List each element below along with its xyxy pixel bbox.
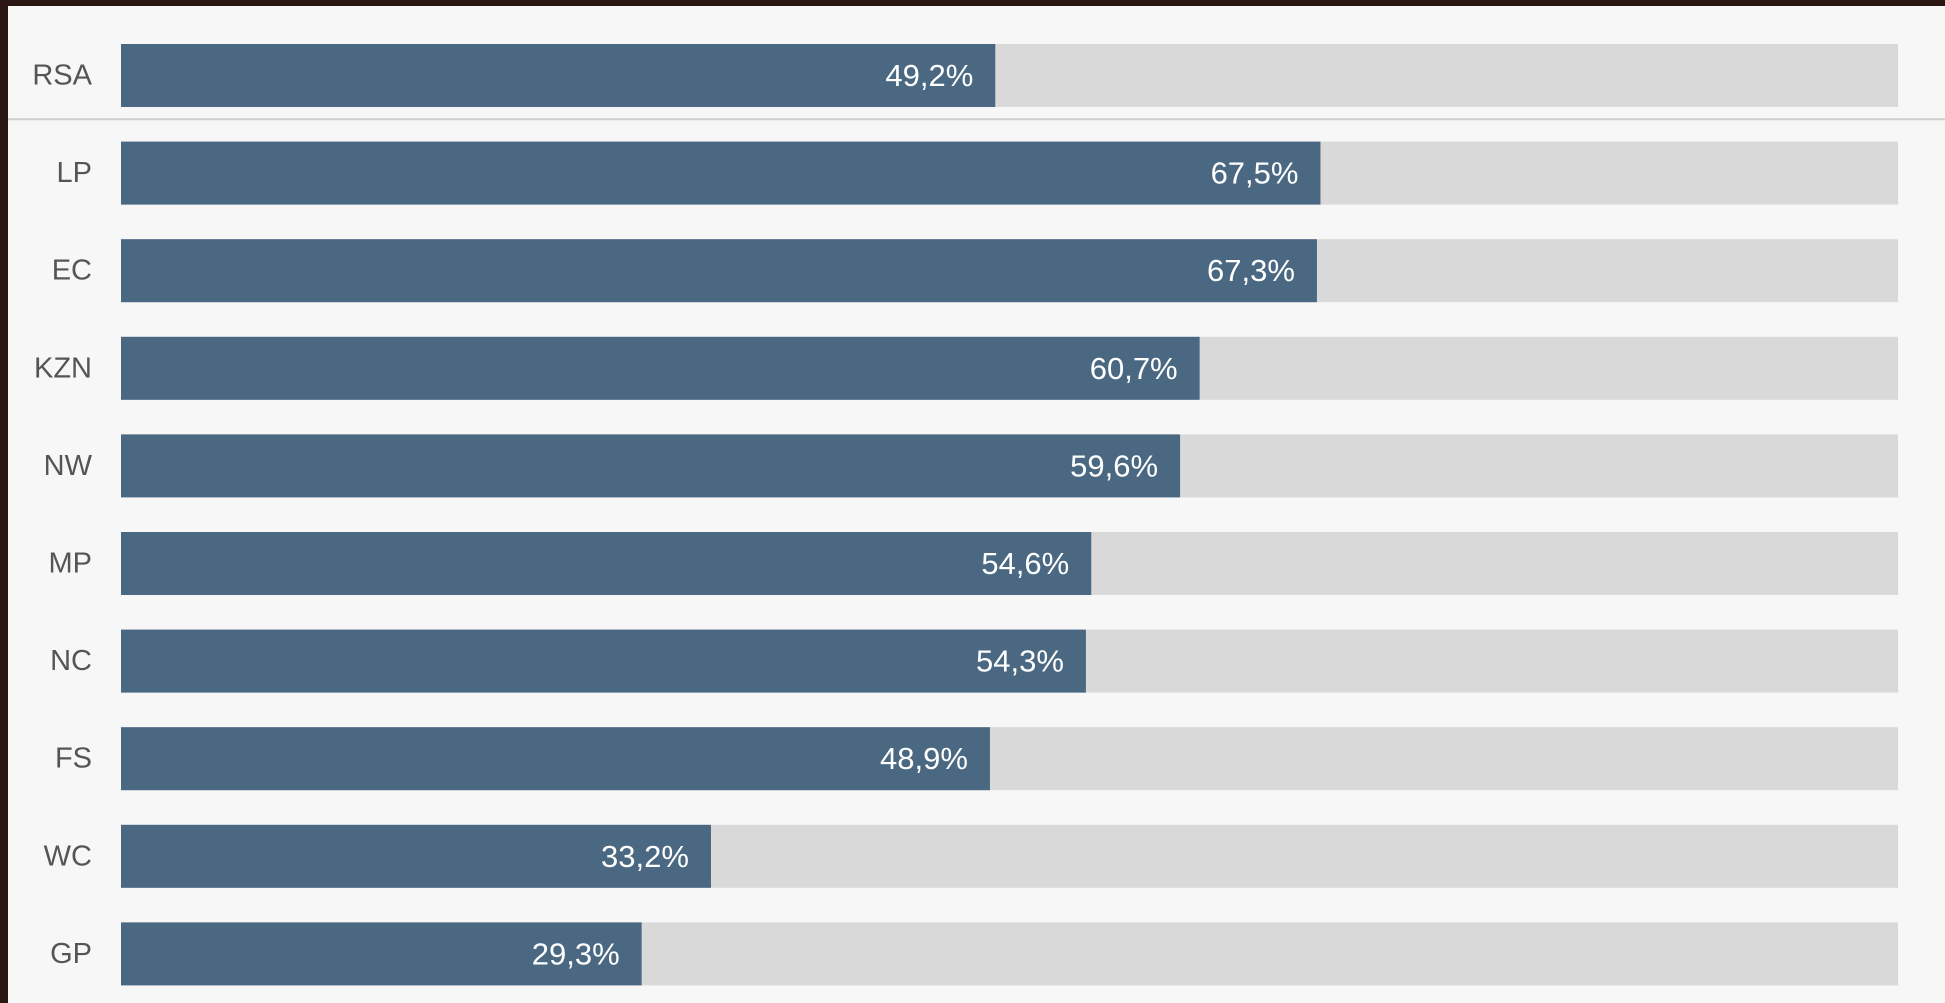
chart-frame: RSA 49,2% LP 67,5% EC 67,3% KZN 60,7% NW 59,6% MP 5…	[8, 6, 1945, 1003]
category-label-lp: LP	[57, 157, 92, 189]
value-label-nw: 59,6%	[1070, 448, 1158, 483]
bar-row-gp: GP 29,3%	[50, 922, 1898, 986]
category-label-fs: FS	[55, 743, 92, 775]
category-label-ec: EC	[52, 255, 92, 287]
category-label-mp: MP	[49, 548, 93, 580]
value-label-ec: 67,3%	[1207, 253, 1295, 288]
bar-mp	[121, 532, 1092, 595]
bar-gp	[121, 922, 642, 986]
bar-row-mp: MP 54,6%	[49, 532, 1898, 595]
value-label-kzn: 60,7%	[1090, 351, 1178, 386]
value-label-lp: 67,5%	[1211, 156, 1299, 191]
category-label-kzn: KZN	[34, 352, 92, 384]
value-label-rsa: 49,2%	[885, 58, 973, 93]
bar-lp	[121, 141, 1321, 205]
category-label-gp: GP	[50, 938, 92, 970]
category-label-nw: NW	[44, 450, 93, 482]
bar-row-rsa: RSA 49,2%	[32, 44, 1898, 107]
category-label-wc: WC	[44, 840, 92, 872]
bar-row-kzn: KZN 60,7%	[34, 336, 1898, 400]
bar-nw	[121, 434, 1181, 498]
value-label-mp: 54,6%	[981, 546, 1069, 581]
bar-chart: RSA 49,2% LP 67,5% EC 67,3% KZN 60,7% NW 59,6% MP 5…	[8, 44, 1945, 986]
bar-row-wc: WC 33,2%	[44, 824, 1898, 888]
bar-nc	[121, 629, 1086, 693]
value-label-wc: 33,2%	[601, 839, 689, 874]
value-label-fs: 48,9%	[880, 741, 968, 776]
bar-rsa	[121, 44, 996, 107]
bar-row-fs: FS 48,9%	[55, 727, 1898, 791]
category-label-rsa: RSA	[32, 60, 92, 92]
bar-kzn	[121, 336, 1200, 400]
value-label-gp: 29,3%	[532, 936, 620, 971]
value-label-nc: 54,3%	[976, 644, 1064, 679]
bar-row-nc: NC 54,3%	[50, 629, 1898, 693]
bar-row-lp: LP 67,5%	[57, 141, 1898, 205]
bar-fs	[121, 727, 990, 791]
bar-row-nw: NW 59,6%	[44, 434, 1898, 498]
category-label-nc: NC	[50, 645, 92, 677]
bar-wc	[121, 824, 711, 888]
bar-ec	[121, 239, 1317, 303]
bar-row-ec: EC 67,3%	[52, 239, 1898, 303]
